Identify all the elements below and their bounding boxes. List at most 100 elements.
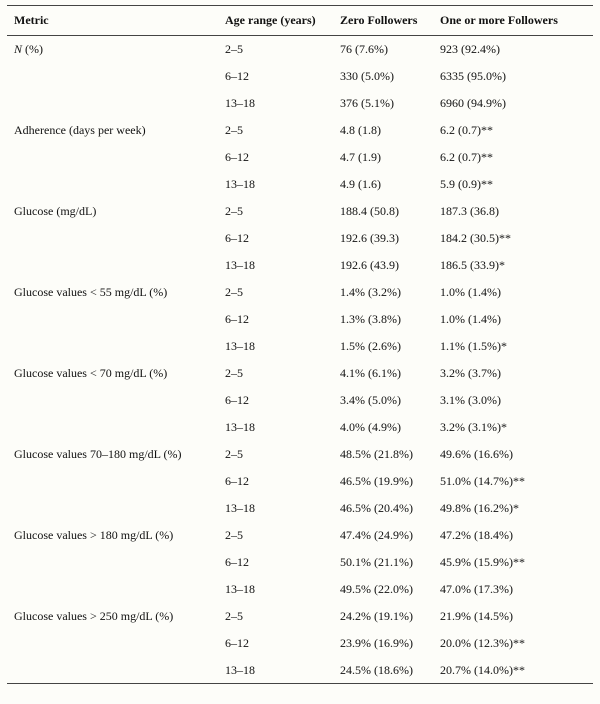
cell-age-range: 2–5 xyxy=(225,42,243,57)
cell-metric: Glucose values > 180 mg/dL (%) xyxy=(7,522,218,549)
table-row: 13–18 46.5% (20.4%) 49.8% (16.2%)* xyxy=(7,495,593,522)
table-row: 13–18 4.9 (1.6) 5.9 (0.9)** xyxy=(7,171,593,198)
cell-zero-followers: 24.5% (18.6%) xyxy=(333,656,433,684)
table-row: 13–18 49.5% (22.0%) 47.0% (17.3%) xyxy=(7,576,593,603)
cell-zero-followers: 23.9% (16.9%) xyxy=(340,635,413,650)
table-row: 13–18 376 (5.1%) 6960 (94.9%) xyxy=(7,90,593,117)
cell-zero-followers: 4.8 (1.8) xyxy=(340,122,381,137)
cell-zero-followers: 49.5% (22.0%) xyxy=(340,581,413,596)
cell-age-range: 2–5 xyxy=(225,446,243,461)
table-row: 6–12 23.9% (16.9%) 20.0% (12.3%)** xyxy=(7,630,593,657)
cell-age-range: 2–5 xyxy=(225,203,243,218)
cell-metric xyxy=(7,225,218,252)
table-body: N (%) 2–5 76 (7.6%) 923 (92.4%) 6–12 330 (5.0… xyxy=(7,36,593,684)
table-row: 13–18 24.5% (18.6%) 20.7% (14.0%)** xyxy=(7,656,593,684)
cell-age-range: 2–5 xyxy=(225,527,243,542)
cell-one-or-more-followers: 187.3 (36.8) xyxy=(440,203,499,218)
cell-age-range: 13–18 xyxy=(225,257,255,272)
cell-metric xyxy=(7,549,218,576)
cell-age-range: 13–18 xyxy=(225,95,255,110)
cell-metric xyxy=(7,333,218,360)
header-one-or-more-followers: One or more Followers xyxy=(433,5,593,36)
cell-zero-followers: 76 (7.6%) xyxy=(340,42,388,57)
cell-age-range: 13–18 xyxy=(225,176,255,191)
cell-zero-followers: 1.3% (3.8%) xyxy=(340,311,401,326)
cell-one-or-more-followers: 45.9% (15.9%)** xyxy=(440,554,525,569)
table-row: 13–18 192.6 (43.9) 186.5 (33.9)* xyxy=(7,252,593,279)
metric-label: Glucose values > 180 mg/dL (%) xyxy=(14,527,174,542)
cell-one-or-more-followers: 47.2% (18.4%) xyxy=(440,527,513,542)
cell-metric xyxy=(7,306,218,333)
cell-metric xyxy=(7,63,218,90)
cell-one-or-more-followers: 6335 (95.0%) xyxy=(440,68,506,83)
metric-label: Glucose values < 55 mg/dL (%) xyxy=(14,284,168,299)
cell-metric: Glucose values 70–180 mg/dL (%) xyxy=(7,441,218,468)
cell-one-or-more-followers: 3.2% (3.7%) xyxy=(440,365,501,380)
table-row: Glucose values < 55 mg/dL (%) 2–5 1.4% (3.… xyxy=(7,279,593,306)
metric-label: Glucose (mg/dL) xyxy=(14,203,97,218)
cell-one-or-more-followers: 51.0% (14.7%)** xyxy=(440,473,525,488)
table-row: Glucose values 70–180 mg/dL (%) 2–5 48.5% … xyxy=(7,441,593,468)
cell-age-range: 6–12 xyxy=(225,392,249,407)
table-row: 13–18 4.0% (4.9%) 3.2% (3.1%)* xyxy=(7,414,593,441)
cell-metric xyxy=(7,252,218,279)
cell-metric xyxy=(7,468,218,495)
table-row: Glucose (mg/dL) 2–5 188.4 (50.8) 187.3 (36.… xyxy=(7,198,593,225)
cell-zero-followers: 330 (5.0%) xyxy=(340,68,394,83)
cell-one-or-more-followers: 3.1% (3.0%) xyxy=(440,392,501,407)
table-row: 6–12 192.6 (39.3) 184.2 (30.5)** xyxy=(7,225,593,252)
cell-one-or-more-followers: 5.9 (0.9)** xyxy=(440,176,493,191)
cell-metric xyxy=(7,387,218,414)
cell-one-or-more-followers: 21.9% (14.5%) xyxy=(440,608,513,623)
cell-zero-followers: 48.5% (21.8%) xyxy=(340,446,413,461)
cell-age-range: 13–18 xyxy=(218,656,333,684)
cell-one-or-more-followers: 3.2% (3.1%)* xyxy=(440,419,507,434)
cell-one-or-more-followers: 1.1% (1.5%)* xyxy=(440,338,507,353)
metric-label: (%) xyxy=(25,42,44,57)
metric-label: Glucose values 70–180 mg/dL (%) xyxy=(14,446,182,461)
cell-age-range: 2–5 xyxy=(225,365,243,380)
table-row: Glucose values > 180 mg/dL (%) 2–5 47.4% (… xyxy=(7,522,593,549)
table-header: Metric Age range (years) Zero Followers … xyxy=(7,5,593,36)
cell-one-or-more-followers: 6960 (94.9%) xyxy=(440,95,506,110)
cell-one-or-more-followers: 186.5 (33.9)* xyxy=(440,257,505,272)
cell-age-range: 13–18 xyxy=(225,338,255,353)
cell-age-range: 6–12 xyxy=(225,635,249,650)
cell-zero-followers: 46.5% (19.9%) xyxy=(340,473,413,488)
table-row: 6–12 3.4% (5.0%) 3.1% (3.0%) xyxy=(7,387,593,414)
table-row: 6–12 4.7 (1.9) 6.2 (0.7)** xyxy=(7,144,593,171)
table-row: Adherence (days per week) 2–5 4.8 (1.8) 6.2… xyxy=(7,117,593,144)
cell-zero-followers: 192.6 (39.3) xyxy=(340,230,399,245)
cell-zero-followers: 46.5% (20.4%) xyxy=(340,500,413,515)
table-row: 6–12 50.1% (21.1%) 45.9% (15.9%)** xyxy=(7,549,593,576)
cell-metric xyxy=(7,630,218,657)
cell-one-or-more-followers: 49.6% (16.6%) xyxy=(440,446,513,461)
cell-age-range: 6–12 xyxy=(225,68,249,83)
cell-one-or-more-followers: 1.0% (1.4%) xyxy=(440,284,501,299)
cell-one-or-more-followers: 6.2 (0.7)** xyxy=(440,149,493,164)
cell-metric xyxy=(7,90,218,117)
cell-one-or-more-followers: 47.0% (17.3%) xyxy=(440,581,513,596)
header-age-range: Age range (years) xyxy=(218,5,333,36)
cell-metric xyxy=(7,171,218,198)
cell-zero-followers: 4.0% (4.9%) xyxy=(340,419,401,434)
cell-one-or-more-followers: 923 (92.4%) xyxy=(440,42,500,57)
cell-metric xyxy=(7,656,218,684)
cell-one-or-more-followers: 20.0% (12.3%)** xyxy=(440,635,525,650)
cell-zero-followers: 376 (5.1%) xyxy=(340,95,394,110)
cell-metric: Adherence (days per week) xyxy=(7,117,218,144)
cell-zero-followers: 1.4% (3.2%) xyxy=(340,284,401,299)
cell-one-or-more-followers: 49.8% (16.2%)* xyxy=(440,500,519,515)
cell-age-range: 6–12 xyxy=(225,473,249,488)
cell-zero-followers: 4.7 (1.9) xyxy=(340,149,381,164)
cell-zero-followers: 3.4% (5.0%) xyxy=(340,392,401,407)
cell-zero-followers: 192.6 (43.9) xyxy=(340,257,399,272)
cell-age-range: 6–12 xyxy=(225,230,249,245)
header-metric: Metric xyxy=(7,5,218,36)
data-table: Metric Age range (years) Zero Followers … xyxy=(7,5,593,684)
cell-age-range: 6–12 xyxy=(225,311,249,326)
cell-metric xyxy=(7,144,218,171)
metric-label: Glucose values < 70 mg/dL (%) xyxy=(14,365,168,380)
metric-label: Glucose values > 250 mg/dL (%) xyxy=(14,608,174,623)
table-row: 6–12 330 (5.0%) 6335 (95.0%) xyxy=(7,63,593,90)
